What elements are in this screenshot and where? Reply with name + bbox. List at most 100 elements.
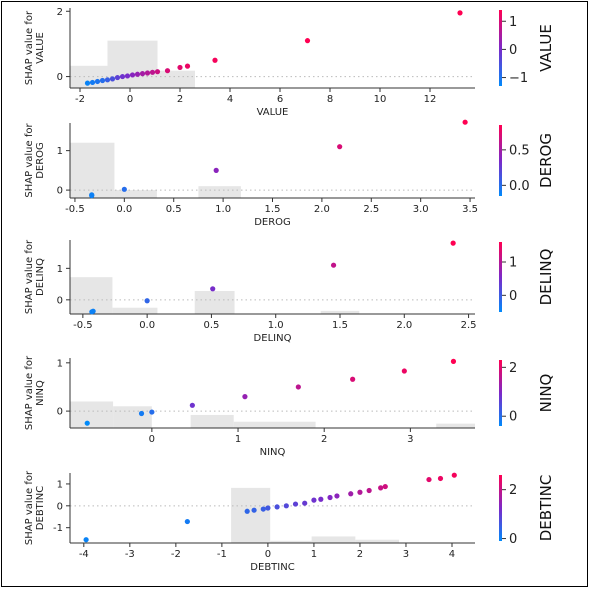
x-tick-label: 3 [403,549,409,560]
data-point [292,501,299,507]
colorbar [499,360,502,426]
x-tick-label: 1.5 [265,204,281,215]
data-point [244,508,250,514]
histogram-bar [70,401,114,428]
x-tick-label: -2 [171,549,181,560]
colorbar [499,125,502,196]
x-tick-label: 1 [311,549,317,560]
x-tick-label: 3.0 [413,204,429,215]
y-axis-label-line: SHAP value for [24,470,35,545]
data-point [382,483,388,490]
colorbar-tick-label: −1 [509,71,528,86]
histogram-bar [194,291,235,314]
x-tick-label: 0.0 [116,204,132,215]
data-point [94,78,101,85]
histogram-bar [112,307,158,314]
colorbar-tick-label: 1 [509,15,517,30]
histogram-bar [190,414,234,428]
x-tick-label: 1.5 [332,320,348,331]
data-point [89,192,95,198]
data-point [304,38,311,44]
y-tick-label: 2 [57,7,63,18]
x-tick-label: -4 [79,549,89,560]
colorbar-tick-label: 0.5 [509,143,530,158]
x-tick-label: -0.5 [65,204,85,215]
data-point [330,262,337,268]
x-tick-label: -2 [75,94,85,105]
histogram-bar [436,423,475,428]
colorbar-label: NINQ [537,374,555,413]
data-point [119,73,126,80]
histogram-bar [198,186,241,198]
data-point [99,77,106,84]
data-point [450,240,456,246]
y-tick-label: 1 [57,358,63,369]
histogram-bar [233,421,316,428]
data-point [109,76,116,82]
colorbar-tick-label: 0 [509,43,517,58]
data-point [334,493,340,499]
x-tick-label: 2 [357,549,363,560]
x-tick-label: 2.5 [461,320,477,331]
x-tick-label: 2 [321,434,327,445]
data-point [337,144,343,150]
colorbar-tick-label: 0 [509,410,517,425]
x-tick-label: 8 [327,94,333,105]
panel-derog: -0.5 0.0 0.5 1.0 1.5 2.0 2.5 3.0 3.501DEROGSHAP … [24,119,555,228]
x-tick-label: 1.0 [215,204,231,215]
data-point [366,487,372,494]
data-point [184,518,190,525]
x-tick-label: -3 [125,549,135,560]
x-tick-label: 0 [265,549,271,560]
x-axis-label: DELINQ [254,333,292,344]
x-tick-label: 6 [277,94,283,105]
data-point [242,394,248,400]
data-point [318,496,324,502]
x-tick-label: 0 [149,434,155,445]
data-point [124,73,131,79]
x-tick-label: 10 [374,94,387,105]
data-point [378,485,384,491]
data-point [104,77,111,83]
colorbar-tick-label: 2 [509,483,517,498]
colorbar-tick-label: 0 [509,289,517,304]
data-point [83,537,89,543]
data-point [401,368,407,374]
y-axis-label: SHAP value forDELINQ [24,239,46,314]
data-point [451,472,457,478]
x-tick-label: 3.5 [462,204,478,215]
y-tick-label: 0 [57,501,63,512]
data-point [138,410,145,417]
colorbar [499,10,502,86]
colorbar-tick-label: 0.0 [509,179,530,194]
data-point [139,71,146,77]
colorbar-tick-label: 1 [509,256,517,271]
data-point [213,167,219,173]
data-point [84,420,90,426]
data-point [212,57,218,63]
histogram-bar [157,70,195,88]
data-point [149,69,156,75]
data-point [189,402,195,408]
histogram-bar [270,540,312,543]
x-tick-label: 4 [227,94,233,105]
data-point [457,10,463,16]
colorbar-tick-label: 2 [509,361,517,376]
data-point [134,71,141,77]
x-tick-label: -1 [217,549,227,560]
histogram-bar [114,190,157,198]
data-point [274,504,280,510]
y-tick-label: 0 [57,407,63,418]
x-tick-label: 2.0 [396,320,412,331]
data-point [121,186,127,192]
data-point [84,80,91,86]
x-tick-label: 1.0 [268,320,284,331]
colorbar-label: VALUE [537,24,555,72]
x-axis-label: NINQ [260,447,286,458]
x-axis-label: VALUE [257,107,289,118]
data-point [311,497,317,503]
